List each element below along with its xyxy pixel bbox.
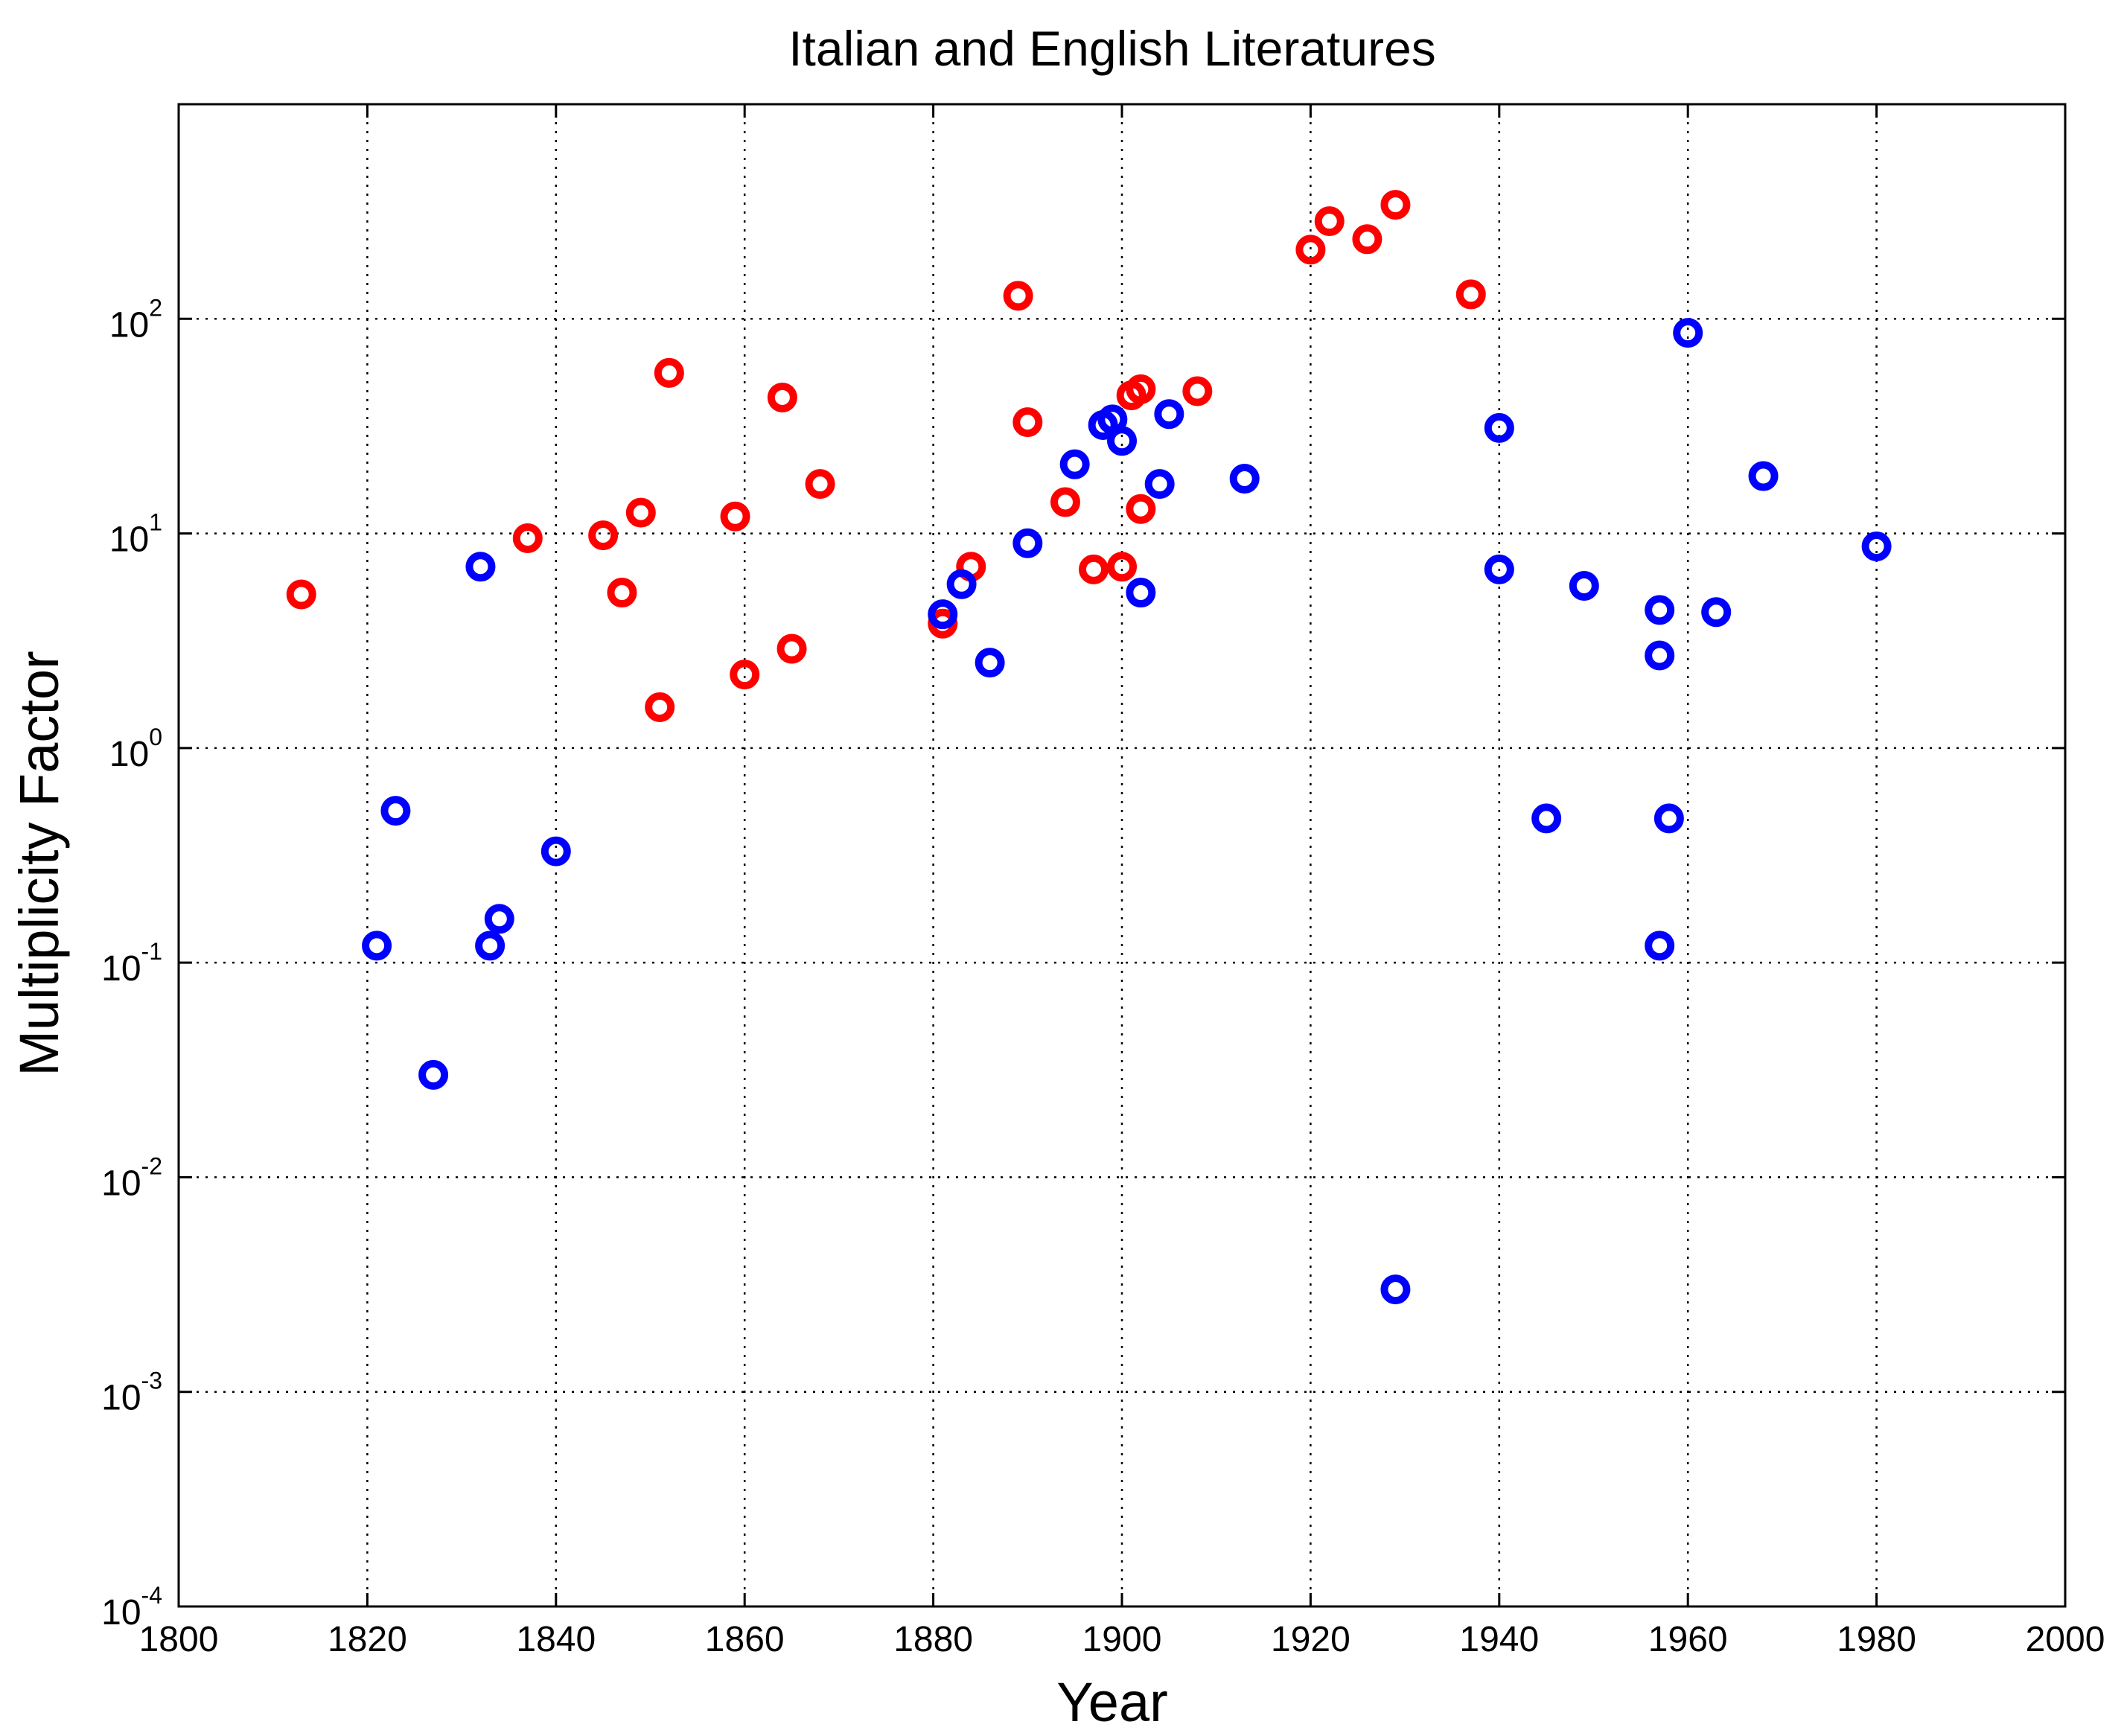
data-point <box>1645 640 1675 671</box>
data-point <box>1059 449 1090 479</box>
data-point <box>1673 318 1703 348</box>
data-points <box>286 190 1892 1305</box>
data-point <box>928 599 958 630</box>
data-point <box>1107 426 1137 456</box>
data-point <box>1182 376 1213 406</box>
data-point <box>1701 597 1732 628</box>
data-point <box>362 931 392 961</box>
x-tick-label: 1960 <box>1648 1620 1728 1659</box>
y-axis-label: Multiplicity Factor <box>8 651 70 1076</box>
y-tick-label: 10-2 <box>101 1152 162 1203</box>
x-tick-label: 1860 <box>705 1620 785 1659</box>
y-tick-label: 10-4 <box>101 1582 162 1633</box>
data-point <box>286 579 316 610</box>
data-point <box>1380 1274 1411 1305</box>
chart-title: Italian and English Literatures <box>788 21 1436 76</box>
data-point <box>1455 279 1486 310</box>
data-point <box>975 648 1005 678</box>
x-tick-label: 1920 <box>1271 1620 1350 1659</box>
data-point <box>1653 803 1684 834</box>
data-point <box>946 569 977 599</box>
data-point <box>512 523 543 553</box>
data-point <box>1126 494 1156 524</box>
data-point <box>1380 190 1411 220</box>
data-point <box>1126 374 1156 404</box>
x-tick-label: 1880 <box>893 1620 973 1659</box>
data-point <box>380 796 411 826</box>
data-point <box>805 469 835 500</box>
data-point <box>1229 463 1260 494</box>
data-point <box>1012 407 1043 438</box>
data-point <box>1050 487 1080 517</box>
x-tick-label: 2000 <box>2026 1620 2105 1659</box>
data-point <box>607 578 637 608</box>
data-point <box>465 552 496 582</box>
x-axis-label: Year <box>1056 1671 1168 1733</box>
x-tick-label: 1900 <box>1082 1620 1162 1659</box>
data-point <box>1484 554 1514 584</box>
data-point <box>654 357 684 388</box>
y-tick-label: 10-3 <box>101 1368 162 1418</box>
data-point <box>776 634 807 664</box>
data-point <box>1107 552 1137 582</box>
data-point <box>1861 532 1892 562</box>
data-point <box>1645 595 1675 625</box>
y-tick-label: 102 <box>109 294 162 345</box>
series-1-points <box>362 318 1892 1305</box>
data-point <box>475 931 506 961</box>
data-point <box>720 501 750 532</box>
axis-ticks: 1800 1820 1840 1860 1880 1900 1920 1940 1960 1980… <box>101 104 2105 1659</box>
x-tick-label: 1840 <box>516 1620 596 1659</box>
data-point <box>1078 554 1109 584</box>
data-point <box>767 382 797 412</box>
data-point <box>625 497 656 528</box>
y-tick-label: 101 <box>109 509 162 560</box>
data-point <box>1569 570 1599 601</box>
x-tick-label: 1820 <box>328 1620 407 1659</box>
data-point <box>484 904 514 934</box>
data-point <box>1484 412 1514 443</box>
data-point <box>1154 399 1184 430</box>
y-tick-label: 10-1 <box>101 938 162 989</box>
x-tick-label: 1940 <box>1459 1620 1539 1659</box>
data-point <box>1645 931 1675 961</box>
data-point <box>1126 578 1156 608</box>
data-point <box>1295 234 1326 265</box>
data-point <box>1144 469 1175 500</box>
data-point <box>1748 461 1779 491</box>
data-point <box>1314 206 1345 237</box>
x-tick-label: 1980 <box>1837 1620 1916 1659</box>
data-point <box>1012 528 1043 558</box>
data-point <box>588 520 619 551</box>
data-point <box>418 1059 449 1090</box>
data-point <box>730 660 760 690</box>
data-point <box>645 692 675 722</box>
data-point <box>1352 224 1382 255</box>
data-point <box>1003 281 1033 311</box>
data-point <box>540 836 571 867</box>
y-tick-label: 100 <box>109 724 162 774</box>
data-point <box>1531 803 1562 834</box>
x-tick-label: 1800 <box>139 1620 219 1659</box>
grid-lines <box>179 104 2065 1606</box>
